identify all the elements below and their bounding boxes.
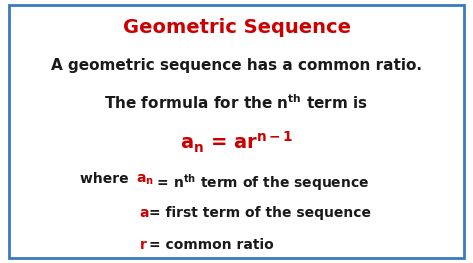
Text: a: a — [140, 206, 149, 220]
Text: a$_\mathregular{n}$ = ar$^\mathregular{n-1}$: a$_\mathregular{n}$ = ar$^\mathregular{n… — [180, 130, 293, 155]
Text: a$_\mathregular{n}$: a$_\mathregular{n}$ — [136, 172, 154, 187]
Text: Geometric Sequence: Geometric Sequence — [123, 18, 350, 37]
Text: = common ratio: = common ratio — [149, 238, 274, 252]
Text: = first term of the sequence: = first term of the sequence — [149, 206, 371, 220]
FancyBboxPatch shape — [9, 5, 464, 258]
Text: r: r — [140, 238, 147, 252]
Text: The formula for the n$^\mathregular{th}$ term is: The formula for the n$^\mathregular{th}$… — [105, 93, 368, 112]
Text: where: where — [80, 172, 134, 186]
Text: A geometric sequence has a common ratio.: A geometric sequence has a common ratio. — [51, 58, 422, 73]
Text: = n$^\mathregular{th}$ term of the sequence: = n$^\mathregular{th}$ term of the seque… — [152, 172, 369, 193]
